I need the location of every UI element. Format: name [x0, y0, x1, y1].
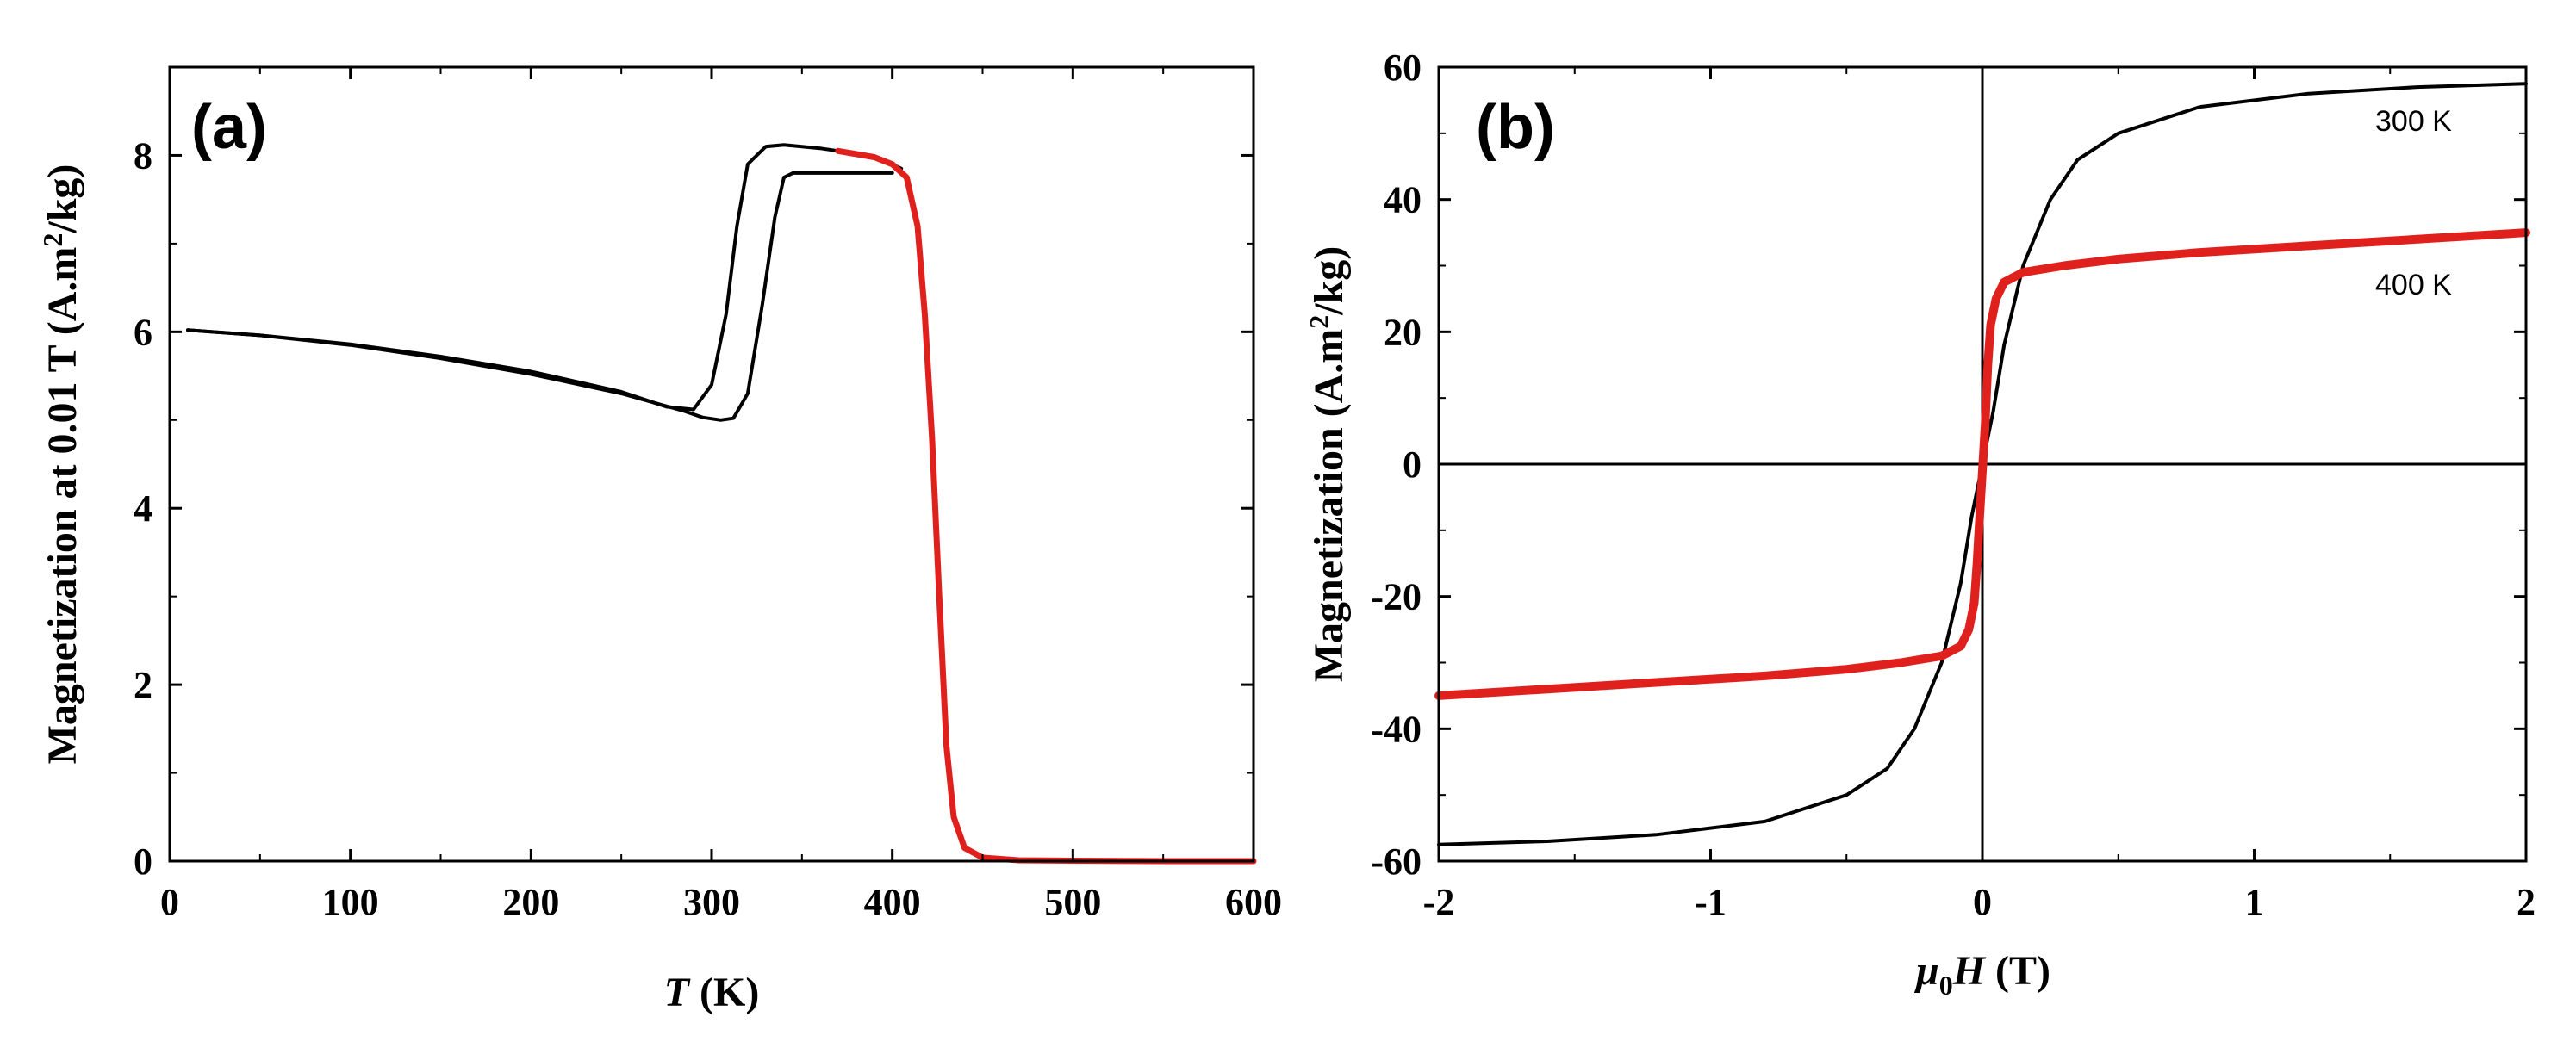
- panel-a-ylabel-text: Magnetization at 0.01 T (A.m: [40, 247, 85, 765]
- panel-a: 0 100 200 300 400 500 600 0 2 4 6 8 (a) T (K) Magne…: [37, 65, 1282, 1015]
- panel-a-xtick-label: 600: [1225, 881, 1282, 923]
- panel-b-ytick-label: 20: [1384, 311, 1422, 353]
- panel-a-xtick-label: 0: [160, 881, 179, 923]
- panel-b-ylabel: Magnetization (A.m2/kg): [1304, 246, 1352, 683]
- panel-b-xlabel-var2: H: [1952, 948, 1987, 994]
- panel-a-ytick-label: 8: [134, 134, 152, 177]
- panel-b-xtick-label: -1: [1695, 881, 1727, 923]
- panel-a-ytick-label: 2: [134, 664, 152, 706]
- panel-b-series-400-k: [1434, 228, 2530, 700]
- panel-b-xtick-label: 1: [2245, 881, 2264, 923]
- panel-b-ytick-label: 0: [1403, 443, 1422, 486]
- panel-a-label: (a): [191, 93, 267, 162]
- panel-b-xlabel-unit: (T): [1985, 948, 2050, 994]
- panel-b-ytick-label: -20: [1371, 576, 1422, 618]
- annotation-300k: 300 K: [2375, 105, 2452, 138]
- panel-b-ytick-label: 40: [1384, 179, 1422, 221]
- panel-a-ylabel-sup: 2: [37, 233, 68, 247]
- panel-a-series-high-t: [835, 147, 1257, 865]
- panel-b-xtick-label: -2: [1423, 881, 1455, 923]
- panel-b-xlabel-sub: 0: [1939, 970, 1953, 1001]
- panel-a-xlabel-unit: (K): [689, 970, 759, 1015]
- panel-a-xtick-label: 200: [502, 881, 559, 923]
- panel-a-xtick-label: 400: [864, 881, 921, 923]
- panel-a-ylabel-end: /kg): [40, 164, 85, 234]
- panel-b-xlabel: μ0H (T): [1913, 948, 2050, 1001]
- panel-a-ylabel: Magnetization at 0.01 T (A.m2/kg): [37, 164, 85, 765]
- panel-b-series: [1434, 82, 2530, 846]
- panel-b-xlabel-var1: μ: [1913, 948, 1939, 994]
- panel-b-xtick-label: 0: [1973, 881, 1992, 923]
- panel-a-series-warming: [186, 143, 904, 412]
- panel-a-ticks: 0 100 200 300 400 500 600 0 2 4 6 8: [134, 67, 1282, 923]
- panel-a-xtick-label: 100: [322, 881, 379, 923]
- panel-b-ylabel-text: Magnetization (A.m: [1306, 329, 1352, 683]
- panel-a-xlabel-var: T: [664, 970, 691, 1015]
- panel-a-ytick-label: 4: [134, 487, 152, 530]
- panel-a-xlabel: T (K): [664, 970, 760, 1015]
- panel-b-ylabel-end: /kg): [1306, 246, 1352, 316]
- panel-b-xtick-label: 2: [2517, 881, 2536, 923]
- panel-b-ytick-label: -60: [1371, 840, 1422, 883]
- panel-a-ytick-label: 6: [134, 311, 152, 353]
- panel-a-series: [186, 143, 1257, 865]
- panel-a-xtick-label: 300: [683, 881, 740, 923]
- panel-b-ticks: -2 -1 0 1 2 -60 -40 -20 0 20 40 60: [1371, 47, 2536, 923]
- panel-a-xtick-label: 500: [1044, 881, 1101, 923]
- panel-b-ylabel-sup: 2: [1304, 315, 1335, 329]
- panel-a-series-cooling: [186, 171, 894, 422]
- panel-b-ytick-label: 60: [1384, 47, 1422, 89]
- annotation-400k: 400 K: [2375, 269, 2452, 301]
- panel-b-label: (b): [1476, 93, 1555, 162]
- panel-b-ytick-label: -40: [1371, 708, 1422, 750]
- panel-a-ytick-label: 0: [134, 840, 152, 883]
- panel-a-plot-frame: [168, 65, 1255, 863]
